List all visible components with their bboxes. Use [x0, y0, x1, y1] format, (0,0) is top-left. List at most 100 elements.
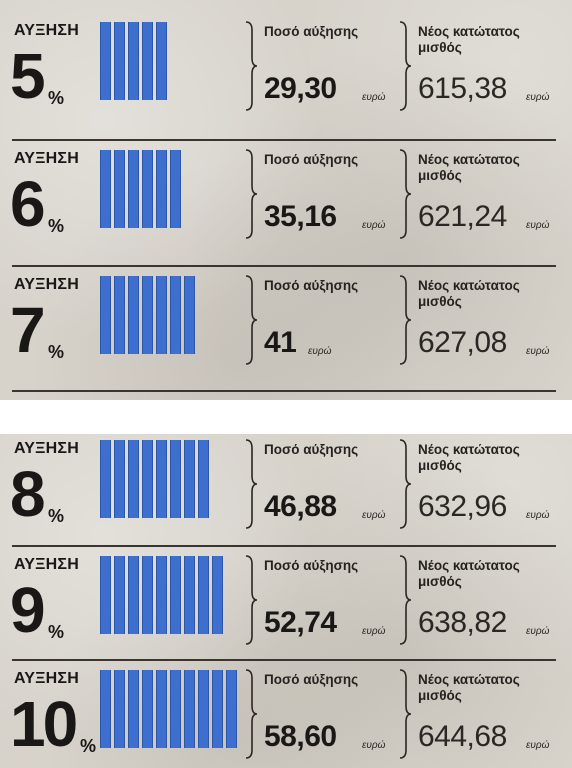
bar-mark — [184, 556, 195, 634]
amount-unit: ευρώ — [308, 346, 332, 357]
percent-value: 7 — [10, 294, 46, 366]
bar-mark — [184, 670, 195, 748]
wage-unit: ευρώ — [526, 220, 550, 231]
wage-label-line2: μισθός — [418, 40, 462, 55]
bar-mark — [170, 150, 181, 228]
bar-mark — [100, 276, 111, 354]
wage-unit: ευρώ — [526, 510, 550, 521]
raise-row: ΑΥΞΗΣΗ 10% Ποσό αύξησης 58,60 ευρώ Νέος κατώτ… — [0, 669, 572, 768]
brace-icon — [399, 149, 412, 239]
increase-label: ΑΥΞΗΣΗ — [14, 150, 79, 167]
bar-mark — [184, 276, 195, 354]
bar-mark — [198, 440, 209, 518]
bar-mark — [142, 556, 153, 634]
row-divider — [12, 390, 556, 392]
new-wage-value: 627,08 — [418, 326, 507, 359]
wage-unit: ευρώ — [526, 740, 550, 751]
bar-mark — [156, 670, 167, 748]
percent-sign: % — [48, 342, 65, 362]
wage-label-line2: μισθός — [418, 294, 462, 309]
brace-icon — [399, 275, 412, 365]
wage-label-line1: Νέος κατώτατος — [418, 24, 520, 39]
amount-value: 52,74 — [264, 606, 337, 639]
bar-mark — [156, 22, 167, 100]
increase-label: ΑΥΞΗΣΗ — [14, 22, 79, 39]
raise-row: ΑΥΞΗΣΗ 7% Ποσό αύξησης 41 ευρώ Νέος κατώτατος… — [0, 275, 572, 388]
bar-mark — [156, 150, 167, 228]
amount-value: 58,60 — [264, 720, 337, 753]
bar-mark — [114, 150, 125, 228]
wage-unit: ευρώ — [526, 626, 550, 637]
bar-mark — [142, 670, 153, 748]
amount-label: Ποσό αύξησης — [264, 24, 359, 39]
bar-mark — [170, 556, 181, 634]
bar-mark — [212, 670, 223, 748]
amount-unit: ευρώ — [362, 510, 386, 521]
amount-label: Ποσό αύξησης — [264, 672, 359, 687]
bar-mark — [128, 556, 139, 634]
increase-label: ΑΥΞΗΣΗ — [14, 440, 79, 457]
amount-label: Ποσό αύξησης — [264, 442, 359, 457]
increase-label: ΑΥΞΗΣΗ — [14, 670, 79, 687]
wage-label: Νέος κατώτατος μισθός — [418, 24, 520, 56]
row-divider — [12, 139, 556, 141]
wage-label-line2: μισθός — [418, 458, 462, 473]
wage-label-line1: Νέος κατώτατος — [418, 442, 520, 457]
bar-mark — [142, 22, 153, 100]
amount-value: 41 — [264, 326, 297, 359]
wage-label: Νέος κατώτατος μισθός — [418, 152, 520, 184]
bar-mark — [170, 276, 181, 354]
bar-mark — [114, 440, 125, 518]
brace-icon — [399, 439, 412, 529]
bar-mark — [156, 556, 167, 634]
amount-label: Ποσό αύξησης — [264, 558, 359, 573]
infographic-panel-bottom: ΑΥΞΗΣΗ 8% Ποσό αύξησης 46,88 ευρώ Νέος κατώτα… — [0, 434, 572, 768]
wage-label-line2: μισθός — [418, 168, 462, 183]
percent-value: 6 — [10, 168, 46, 240]
brace-icon — [245, 439, 258, 529]
percent-value: 9 — [10, 574, 46, 646]
bar-mark — [184, 440, 195, 518]
amount-value: 46,88 — [264, 490, 337, 523]
bar-mark — [114, 556, 125, 634]
bar-mark — [198, 670, 209, 748]
amount-unit: ευρώ — [362, 626, 386, 637]
new-wage-value: 621,24 — [418, 200, 507, 233]
wage-label-line2: μισθός — [418, 688, 462, 703]
infographic-panel-top: ΑΥΞΗΣΗ 5% Ποσό αύξησης 29,30 ευρώ Νέος κατώτα… — [0, 0, 572, 400]
bar-mark — [170, 440, 181, 518]
bar-mark — [100, 670, 111, 748]
amount-label: Ποσό αύξησης — [264, 152, 359, 167]
increase-label: ΑΥΞΗΣΗ — [14, 556, 79, 573]
percent-sign: % — [48, 506, 65, 526]
wage-label: Νέος κατώτατος μισθός — [418, 278, 520, 310]
wage-unit: ευρώ — [526, 346, 550, 357]
new-wage-value: 638,82 — [418, 606, 507, 639]
amount-value: 29,30 — [264, 72, 337, 105]
wage-unit: ευρώ — [526, 92, 550, 103]
amount-value: 35,16 — [264, 200, 337, 233]
wage-label-line2: μισθός — [418, 574, 462, 589]
bar-mark — [128, 276, 139, 354]
brace-icon — [245, 555, 258, 645]
bar-group — [100, 276, 198, 354]
bar-mark — [156, 276, 167, 354]
new-wage-value: 615,38 — [418, 72, 507, 105]
bar-mark — [114, 22, 125, 100]
percent-sign: % — [48, 88, 65, 108]
bar-mark — [212, 556, 223, 634]
bar-mark — [128, 670, 139, 748]
wage-label: Νέος κατώτατος μισθός — [418, 442, 520, 474]
amount-label: Ποσό αύξησης — [264, 278, 359, 293]
percent-value: 10 — [10, 688, 78, 760]
percent-value: 5 — [10, 40, 46, 112]
increase-label: ΑΥΞΗΣΗ — [14, 276, 79, 293]
bar-group — [100, 440, 212, 518]
bar-mark — [114, 670, 125, 748]
bar-mark — [142, 276, 153, 354]
brace-icon — [245, 21, 258, 111]
row-divider — [12, 545, 556, 547]
row-divider — [12, 265, 556, 267]
wage-label: Νέος κατώτατος μισθός — [418, 558, 520, 590]
wage-label-line1: Νέος κατώτατος — [418, 558, 520, 573]
